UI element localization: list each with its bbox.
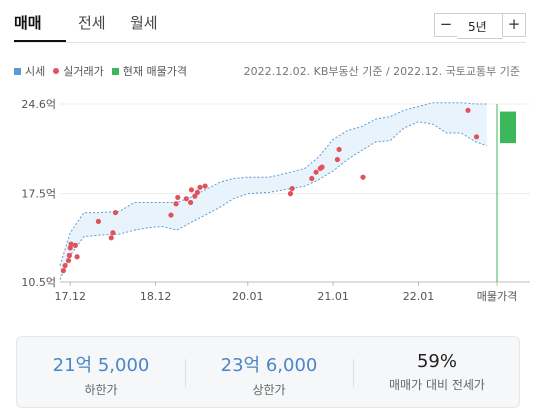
- deal-point[interactable]: [66, 252, 72, 259]
- x-tick-label: 20.01: [232, 290, 264, 303]
- deal-point[interactable]: [188, 187, 195, 193]
- y-tick-label: 24.6억: [21, 98, 56, 111]
- deal-point[interactable]: [95, 218, 102, 225]
- square-marker-icon: [14, 67, 21, 75]
- legend-item-actual-deals: 실거래가: [53, 63, 104, 79]
- jeonse-ratio-stat: 59% 매매가 대비 전세가: [353, 351, 521, 393]
- deal-point[interactable]: [187, 199, 194, 206]
- actual-deal-points: [60, 107, 480, 274]
- deal-point[interactable]: [65, 257, 72, 264]
- tab-jeonse[interactable]: 전세: [78, 14, 106, 32]
- deal-point[interactable]: [60, 268, 67, 274]
- period-display: [457, 13, 503, 39]
- x-tick-label: 17.12: [54, 290, 86, 303]
- stat-divider: [353, 359, 354, 387]
- deal-point[interactable]: [197, 184, 203, 190]
- deal-point[interactable]: [309, 175, 315, 182]
- dot-marker-icon: [53, 68, 60, 74]
- deal-point[interactable]: [473, 134, 480, 140]
- data-source-note: 2022.12.02. KB부동산 기준 / 2022.12. 국토교통부 기준: [243, 65, 520, 78]
- deal-point[interactable]: [68, 241, 74, 247]
- legend-item-listing-price: 현재 매물가격: [111, 63, 187, 79]
- deal-point[interactable]: [192, 193, 198, 199]
- period-increase-button[interactable]: +: [502, 13, 526, 37]
- deal-point[interactable]: [319, 164, 325, 170]
- y-axis-labels: 24.6억 17.5억 10.5억: [21, 98, 56, 289]
- x-tick-label: 22.01: [403, 290, 435, 303]
- legend-label: 시세: [25, 65, 46, 78]
- x-axis-labels: 17.12 18.12 20.01 21.01 22.01 매물가격: [54, 290, 517, 303]
- period-decrease-button[interactable]: −: [434, 13, 458, 37]
- active-tab-indicator: [14, 40, 66, 42]
- deal-point[interactable]: [175, 194, 181, 201]
- upper-price-value: 23억 6,000: [220, 355, 318, 376]
- deal-point[interactable]: [112, 209, 119, 216]
- price-type-tabs: 매매 전세 월세 − 5년 +: [14, 0, 526, 43]
- legend-label: 현재 매물가격: [122, 65, 187, 78]
- chart-legend: 시세 실거래가 현재 매물가격: [14, 63, 195, 79]
- jeonse-ratio-label: 매매가 대비 전세가: [389, 378, 485, 392]
- legend-label: 실거래가: [63, 65, 104, 78]
- deal-point[interactable]: [465, 107, 471, 113]
- deal-point[interactable]: [108, 235, 114, 241]
- square-marker-icon: [111, 67, 119, 75]
- deal-point[interactable]: [336, 146, 342, 153]
- deal-point[interactable]: [202, 183, 208, 189]
- market-price-lower-line: [59, 121, 487, 280]
- deal-point[interactable]: [360, 174, 366, 180]
- y-tick-label: 17.5억: [21, 188, 56, 201]
- deal-point[interactable]: [334, 156, 340, 163]
- price-chart: 24.6억 17.5억 10.5억 17.12 18.12 20.01 21.01 22.0…: [21, 98, 530, 303]
- upper-price-label: 상한가: [252, 383, 286, 397]
- deal-point[interactable]: [110, 230, 116, 236]
- period-label: 5년: [468, 20, 487, 34]
- deal-point[interactable]: [287, 191, 294, 197]
- deal-point[interactable]: [289, 185, 295, 192]
- deal-point[interactable]: [62, 262, 68, 269]
- lower-price-stat: 21억 5,000 하한가: [17, 351, 185, 398]
- stat-divider: [185, 359, 186, 387]
- deal-point[interactable]: [313, 169, 319, 175]
- x-tick-label: 18.12: [140, 290, 172, 303]
- y-tick-label: 10.5억: [21, 276, 56, 289]
- listing-price-bar[interactable]: [500, 111, 516, 144]
- deal-point[interactable]: [168, 212, 174, 218]
- lower-price-value: 21억 5,000: [52, 355, 150, 376]
- deal-point[interactable]: [183, 196, 189, 202]
- deal-point[interactable]: [173, 201, 179, 207]
- price-summary-panel: 21억 5,000 하한가 23억 6,000 상한가 59% 매매가 대비 전…: [16, 336, 520, 408]
- lower-price-label: 하한가: [84, 383, 118, 397]
- deal-point[interactable]: [72, 242, 78, 248]
- deal-point[interactable]: [74, 254, 80, 260]
- deal-point[interactable]: [194, 189, 201, 195]
- legend-item-market-price: 시세: [14, 63, 45, 79]
- tab-monthly-rent[interactable]: 월세: [130, 14, 158, 32]
- market-price-band: [60, 102, 487, 280]
- x-tick-label: 21.01: [317, 290, 349, 303]
- tab-sale[interactable]: 매매: [14, 14, 42, 32]
- x-tick-label: 매물가격: [477, 290, 517, 303]
- upper-price-stat: 23억 6,000 상한가: [185, 351, 353, 398]
- jeonse-ratio-value: 59%: [416, 351, 457, 372]
- market-price-upper-line: [59, 102, 487, 266]
